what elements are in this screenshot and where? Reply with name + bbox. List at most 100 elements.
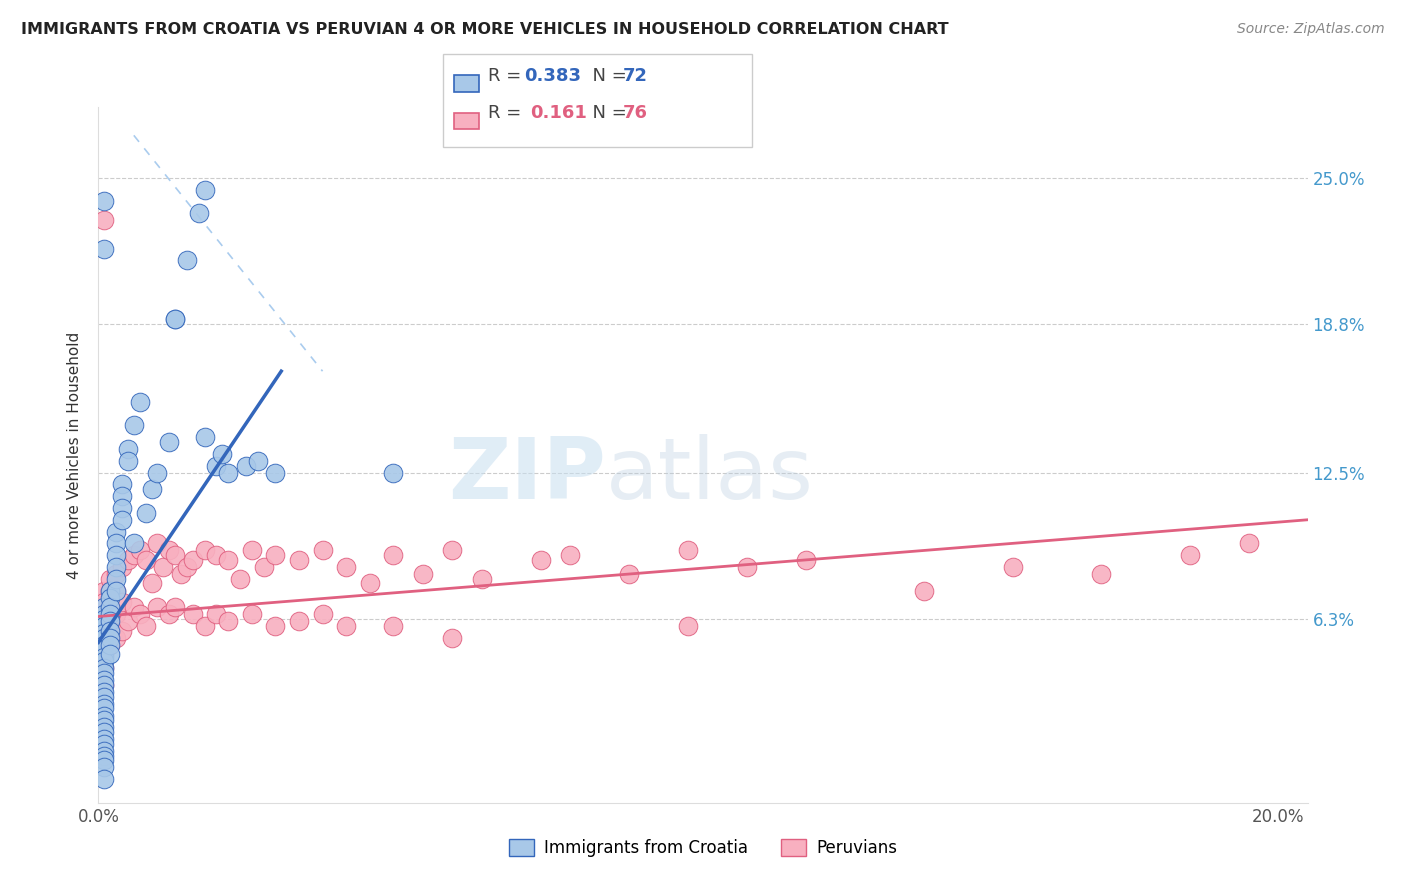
Point [194, 619, 217, 633]
Point [187, 206, 209, 220]
Point [146, 600, 169, 615]
Text: N =: N = [581, 67, 633, 85]
Point [93, 708, 115, 723]
Point [240, 543, 263, 558]
Point [157, 543, 180, 558]
Point [165, 312, 187, 326]
Point [141, 482, 163, 496]
Point [93, 713, 115, 727]
Point [288, 553, 311, 567]
Point [176, 253, 198, 268]
Point [105, 560, 128, 574]
Point [122, 548, 145, 562]
Point [93, 673, 115, 688]
Text: atlas: atlas [606, 434, 814, 517]
Point [794, 553, 817, 567]
Point [170, 567, 193, 582]
Point [105, 536, 128, 550]
Point [157, 434, 180, 449]
Point [111, 595, 134, 609]
Point [122, 600, 145, 615]
Point [264, 619, 287, 633]
Point [560, 548, 582, 562]
Point [181, 607, 204, 621]
Point [117, 614, 139, 628]
Text: ZIP: ZIP [449, 434, 606, 517]
Point [105, 631, 128, 645]
Point [105, 567, 128, 582]
Text: 0.383: 0.383 [524, 67, 582, 85]
Point [165, 600, 187, 615]
Point [311, 607, 333, 621]
Text: N =: N = [581, 104, 633, 122]
Point [678, 543, 700, 558]
Point [146, 536, 169, 550]
Point [93, 720, 115, 734]
Point [619, 567, 641, 582]
Point [211, 447, 233, 461]
Point [98, 624, 121, 638]
Point [205, 458, 228, 473]
Point [471, 572, 494, 586]
Point [246, 454, 269, 468]
Point [122, 536, 145, 550]
Point [93, 685, 115, 699]
Point [93, 666, 115, 681]
Point [93, 619, 115, 633]
Point [678, 619, 700, 633]
Point [98, 614, 121, 628]
Point [1090, 567, 1112, 582]
Point [135, 619, 157, 633]
Point [105, 583, 128, 598]
Point [93, 678, 115, 692]
Point [93, 725, 115, 739]
Point [93, 607, 115, 621]
Point [128, 395, 150, 409]
Point [93, 678, 115, 692]
Point [122, 418, 145, 433]
Point [152, 560, 174, 574]
Point [111, 560, 134, 574]
Point [117, 454, 139, 468]
Point [93, 649, 115, 664]
Point [98, 638, 121, 652]
Point [252, 560, 274, 574]
Point [128, 607, 150, 621]
Text: Source: ZipAtlas.com: Source: ZipAtlas.com [1237, 22, 1385, 37]
Point [93, 701, 115, 715]
Point [117, 553, 139, 567]
Text: R =: R = [488, 104, 533, 122]
Point [135, 553, 157, 567]
Point [93, 748, 115, 763]
Point [93, 607, 115, 621]
Point [98, 600, 121, 615]
Point [288, 614, 311, 628]
Point [382, 466, 405, 480]
Point [530, 553, 553, 567]
Point [98, 591, 121, 605]
Point [235, 458, 257, 473]
Point [93, 642, 115, 657]
Point [441, 543, 464, 558]
Point [93, 194, 115, 209]
Point [412, 567, 434, 582]
Point [335, 619, 357, 633]
Point [194, 543, 217, 558]
Point [93, 654, 115, 668]
Point [105, 572, 128, 586]
Point [194, 183, 217, 197]
Point [1237, 536, 1260, 550]
Text: R =: R = [488, 67, 527, 85]
Y-axis label: 4 or more Vehicles in Household: 4 or more Vehicles in Household [67, 331, 83, 579]
Point [264, 466, 287, 480]
Point [335, 560, 357, 574]
Point [105, 607, 128, 621]
Point [359, 576, 381, 591]
Point [93, 612, 115, 626]
Point [111, 477, 134, 491]
Text: 76: 76 [623, 104, 648, 122]
Point [98, 600, 121, 615]
Point [176, 560, 198, 574]
Point [93, 661, 115, 675]
Point [93, 213, 115, 227]
